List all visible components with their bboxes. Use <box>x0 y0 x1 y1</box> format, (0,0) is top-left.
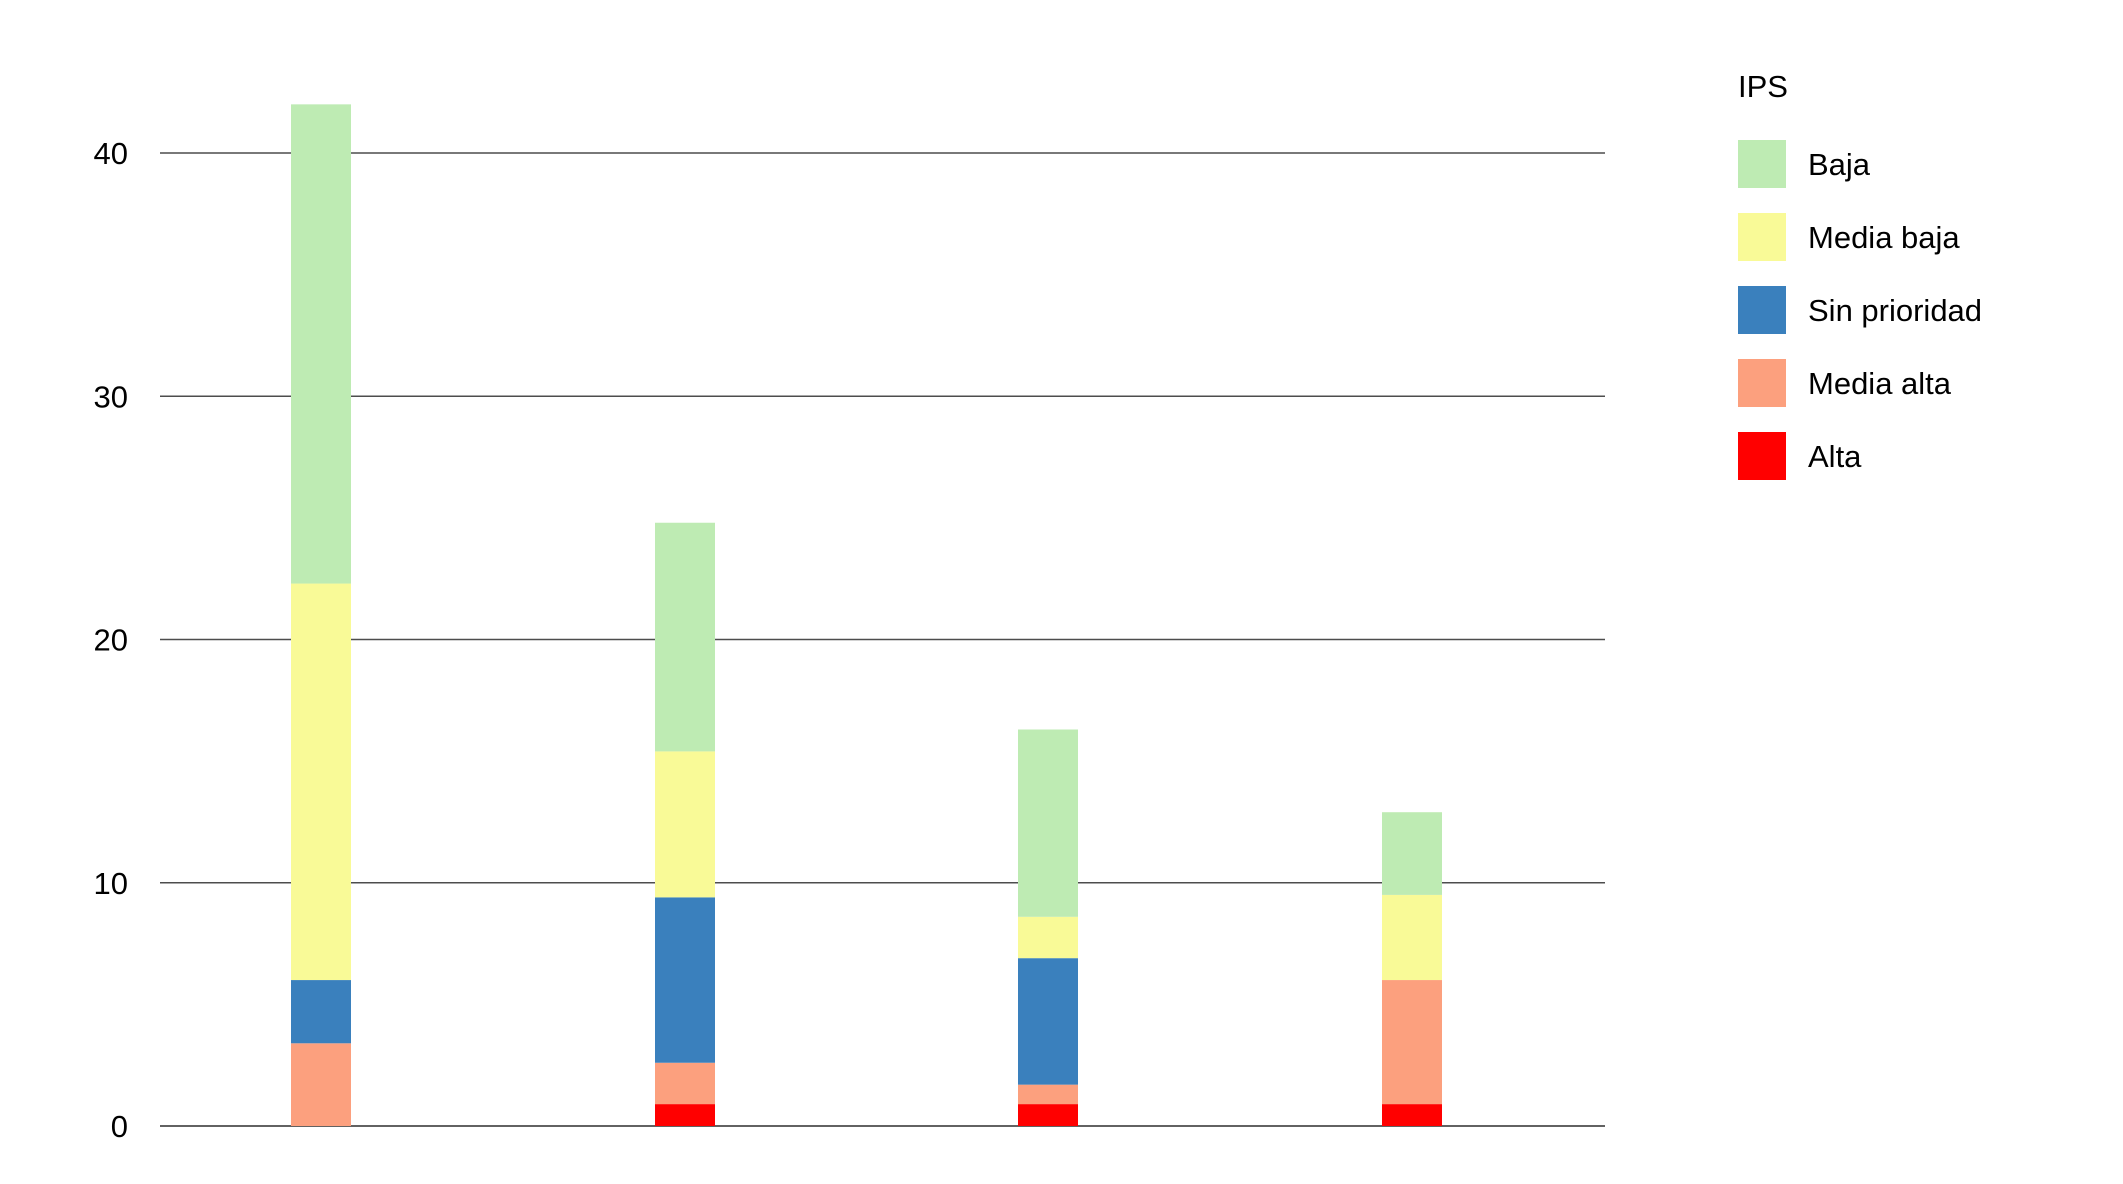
legend-label-sin-prioridad: Sin prioridad <box>1808 293 1982 328</box>
legend-swatch-media-baja <box>1738 213 1786 261</box>
bars <box>291 104 1442 1126</box>
bar-3-media-alta <box>1018 1084 1078 1105</box>
legend-swatch-media-alta <box>1738 359 1786 407</box>
bar-3-media-baja <box>1018 916 1078 959</box>
legend-label-alta: Alta <box>1808 439 1862 474</box>
bar-3-alta <box>1018 1104 1078 1126</box>
legend-label-baja: Baja <box>1808 147 1871 182</box>
bar-3-sin-prioridad <box>1018 958 1078 1085</box>
bar-2-media-baja <box>655 751 715 898</box>
legend-title: IPS <box>1738 69 1788 104</box>
legend-label-media-baja: Media baja <box>1808 220 1960 255</box>
bar-3-baja <box>1018 729 1078 917</box>
bar-2-alta <box>655 1104 715 1126</box>
bar-1-sin-prioridad <box>291 980 351 1044</box>
legend: IPS Baja Media baja Sin prioridad Media alt… <box>1738 69 1982 480</box>
legend-label-media-alta: Media alta <box>1808 366 1952 401</box>
y-tick-label-0: 0 <box>111 1109 128 1144</box>
y-tick-label-20: 20 <box>94 623 128 658</box>
bar-1-baja <box>291 104 351 584</box>
bar-1-media-alta <box>291 1043 351 1126</box>
bar-2-sin-prioridad <box>655 897 715 1063</box>
legend-swatch-baja <box>1738 140 1786 188</box>
bar-1-media-baja <box>291 583 351 981</box>
bar-2-baja <box>655 522 715 752</box>
y-axis-tick-labels: 0 10 20 30 40 <box>94 136 128 1144</box>
bar-2-media-alta <box>655 1062 715 1105</box>
y-tick-label-10: 10 <box>94 866 128 901</box>
bar-4-alta <box>1382 1104 1442 1126</box>
legend-swatch-sin-prioridad <box>1738 286 1786 334</box>
bar-4-media-alta <box>1382 980 1442 1105</box>
legend-swatch-alta <box>1738 432 1786 480</box>
y-tick-label-30: 30 <box>94 379 128 414</box>
gridlines <box>160 152 1605 1127</box>
bar-4-media-baja <box>1382 894 1442 981</box>
bar-4-baja <box>1382 812 1442 895</box>
y-tick-label-40: 40 <box>94 136 128 171</box>
